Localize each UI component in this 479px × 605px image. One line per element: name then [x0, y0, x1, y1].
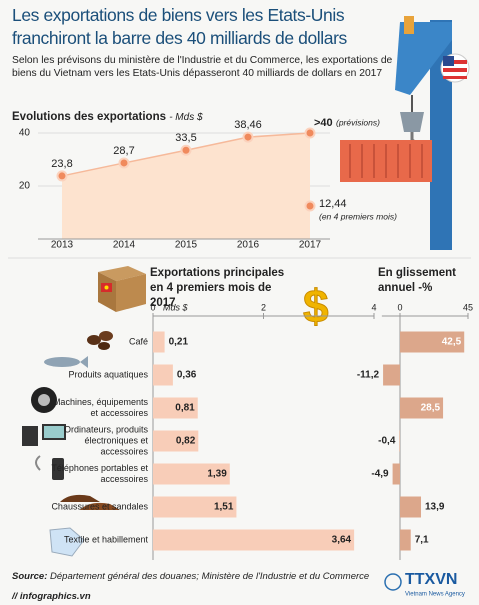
- value-label: 12,44: [319, 198, 347, 210]
- point: [180, 144, 192, 156]
- box-icon: [98, 266, 146, 312]
- annotation: (en 4 premiers mois): [319, 211, 397, 221]
- product-icons: [22, 331, 120, 557]
- value-label: 7,1: [415, 535, 429, 546]
- dollar-icon: $: [303, 280, 329, 332]
- bar: [399, 430, 400, 452]
- y-tick-label: 40: [19, 128, 31, 139]
- source-text: Département général des douanes; Ministè…: [50, 571, 370, 582]
- point: [242, 131, 254, 143]
- logo-text: TTXVN: [405, 571, 457, 588]
- x-tick-label: 4: [371, 302, 376, 312]
- value-label: >40: [314, 117, 333, 129]
- chart-title-text: Evolutions des exportations: [12, 111, 166, 123]
- value-label: 0,36: [177, 370, 197, 381]
- site: // infographics.vn: [12, 591, 91, 602]
- x-tick-label: 2017: [299, 240, 322, 251]
- value-label: -0,4: [378, 436, 396, 447]
- category-label: Machines, équipements et accessoires: [52, 397, 148, 418]
- value-label: -11,2: [357, 370, 380, 381]
- value-label: 42,5: [442, 337, 462, 348]
- bar: [153, 397, 198, 419]
- area: [62, 133, 310, 239]
- category-label: Textile et habillement: [63, 534, 148, 545]
- x-tick-label: 2013: [51, 240, 74, 251]
- bar: [153, 430, 199, 452]
- chart-unit: - Mds $: [169, 112, 203, 123]
- annotation: (prévisions): [336, 117, 380, 127]
- bar: [153, 364, 173, 386]
- value-label: 38,46: [234, 119, 262, 131]
- category-label: Ordinateurs, produits électroniques et a…: [63, 424, 148, 457]
- value-label: 33,5: [175, 132, 196, 144]
- value-label: 28,7: [113, 145, 134, 157]
- bar: [392, 463, 400, 485]
- value-label: 1,39: [207, 469, 227, 480]
- x-tick-label: 2016: [237, 240, 260, 251]
- bar: [153, 331, 165, 353]
- x-tick-label: 2014: [113, 240, 136, 251]
- value-label: 0,82: [176, 436, 196, 447]
- value-label: -4,9: [371, 469, 389, 480]
- x-tick-label: 45: [463, 302, 473, 312]
- x-tick-label: 0: [397, 302, 402, 312]
- category-label: Produits aquatiques: [68, 369, 148, 380]
- value-label: 23,8: [51, 158, 72, 170]
- x-tick-label: 2015: [175, 240, 198, 251]
- title: Les exportations de biens vers les Etats…: [12, 5, 347, 48]
- point: [304, 127, 316, 139]
- bar: [400, 397, 444, 419]
- chart-title: Evolutions des exportations - Mds $: [12, 110, 203, 125]
- bar: [383, 364, 400, 386]
- bar: [153, 496, 237, 518]
- source: Source: Département général des douanes;…: [12, 571, 382, 582]
- y-tick-label: 20: [19, 181, 31, 192]
- value-label: 28,5: [421, 403, 441, 414]
- x-tick-label: 0: [150, 302, 155, 312]
- bar: [400, 529, 411, 551]
- logo: TTXVN Vietnam News Agency: [384, 571, 465, 598]
- value-label: 1,51: [214, 502, 234, 513]
- point: [56, 170, 68, 182]
- value-label: 0,21: [169, 337, 189, 348]
- logo-subtext: Vietnam News Agency: [405, 592, 465, 598]
- subtitle: Selon les prévisons du ministère de l'In…: [12, 55, 393, 79]
- chart-title: Exportations principales en 4 premiers m…: [150, 267, 285, 309]
- value-label: 0,81: [175, 403, 195, 414]
- source-label: Source:: [12, 571, 48, 582]
- point: [304, 200, 316, 212]
- category-label: Café: [128, 336, 148, 347]
- crane-illustration: [340, 16, 470, 250]
- category-label: Chaussures et sandales: [51, 501, 148, 512]
- bar: [400, 331, 465, 353]
- value-label: 3,64: [332, 535, 352, 546]
- chart-title: En glissement annuel -%: [378, 267, 456, 294]
- bar: [153, 529, 355, 551]
- value-label: 13,9: [425, 502, 445, 513]
- bar: [153, 463, 230, 485]
- category-label: Téléphones portables et accessoires: [51, 463, 148, 484]
- point: [118, 157, 130, 169]
- x-tick-label: 2: [261, 302, 266, 312]
- axis-unit: Mds $: [163, 302, 189, 312]
- bar: [400, 496, 422, 518]
